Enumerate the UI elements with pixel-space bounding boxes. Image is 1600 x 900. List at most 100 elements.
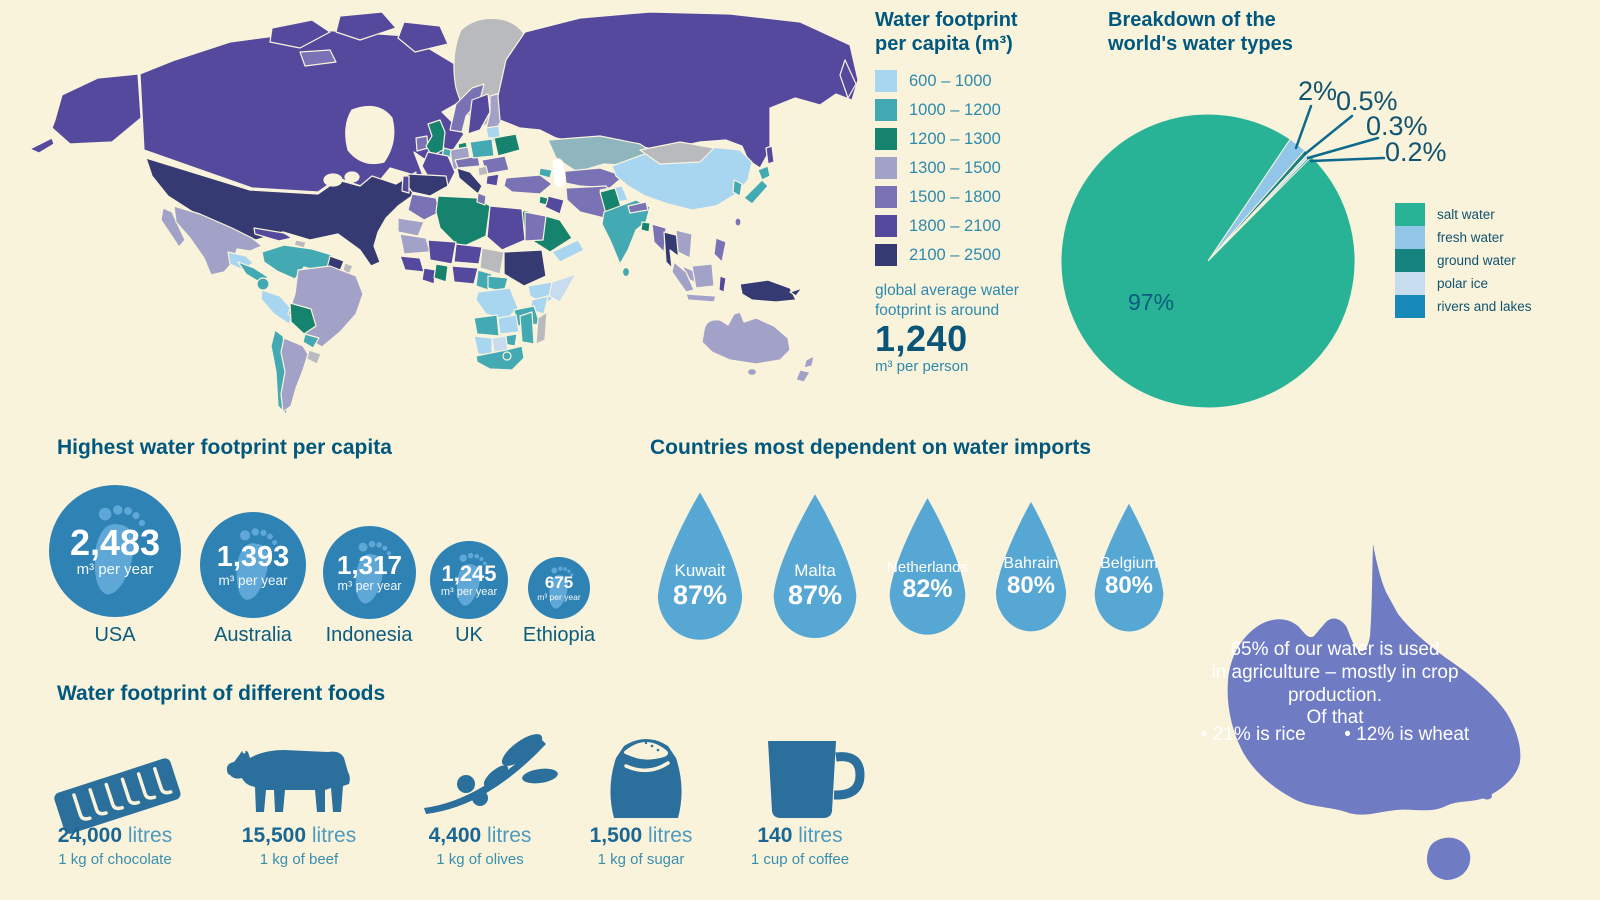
import-percent: 87% [672, 579, 728, 610]
global-average-unit: m³ per person [875, 358, 969, 375]
footprint-circle-usa: 2,483 m³ per year [49, 485, 181, 617]
footprint-value: 2,483 [69, 521, 161, 563]
australia-bullets: • 21% is rice • 12% is wheat [1165, 723, 1505, 746]
footprint-country-label: USA [94, 624, 136, 646]
footprint-circle-ethiopia: 675 m³ per year [528, 557, 590, 619]
pie-legend-label: polar ice [1437, 276, 1489, 291]
map-legend: Water footprint per capita (m³) [875, 8, 1085, 56]
pie-legend-label: ground water [1437, 253, 1516, 268]
pie-legend-swatch [1395, 249, 1425, 272]
import-drop-netherlands: Netherlands 82% [879, 493, 976, 647]
legend-range-label: 1200 – 1300 [909, 129, 1001, 148]
footprint-unit: m³ per year [440, 585, 498, 598]
food-caption-chocolate: 24,000 litres 1 kg of chocolate [5, 824, 225, 868]
legend-swatch [875, 99, 897, 121]
food-caption-olives: 4,400 litres 1 kg of olives [370, 824, 590, 868]
legend-row: 1500 – 1800 [875, 186, 1001, 208]
footprint-unit: m³ per year [537, 591, 581, 602]
food-desc: 1 kg of beef [259, 851, 339, 868]
foods-section-title: Water footprint of different foods [57, 682, 386, 705]
footprint-country-label: Ethiopia [522, 624, 596, 646]
legend-row: 1800 – 2100 [875, 215, 1001, 237]
food-unit: litres [798, 824, 843, 847]
import-drop-bahrain: Bahrain 80% [986, 497, 1076, 643]
map-legend-title-line1: Water footprint [875, 9, 1018, 31]
footprint-unit: m³ per year [76, 561, 154, 579]
food-value: 140 [757, 824, 793, 847]
legend-swatch [875, 157, 897, 179]
food-desc: 1 kg of sugar [597, 851, 685, 868]
continent-africa [397, 192, 577, 371]
global-average-value: 1,240 [875, 318, 968, 359]
food-unit: litres [648, 824, 693, 847]
pie-legend-row: salt water [1395, 203, 1532, 226]
imports-section-title: Countries most dependent on water import… [650, 436, 1092, 459]
legend-row: 1000 – 1200 [875, 99, 1001, 121]
legend-swatch [875, 186, 897, 208]
footprint-value: 675 [544, 573, 574, 593]
australia-line1: 65% of our water is used [1230, 639, 1440, 660]
pie-title-line1: Breakdown of the [1108, 9, 1276, 31]
australia-bullet-wheat: • 12% is wheat [1344, 724, 1470, 745]
sugar-sack-icon [610, 739, 682, 818]
map-legend-title: Water footprint per capita (m³) [875, 8, 1085, 56]
legend-range-label: 1000 – 1200 [909, 100, 1001, 119]
import-country: Malta [794, 561, 836, 580]
legend-swatch [875, 70, 897, 92]
pie-legend-row: ground water [1395, 249, 1532, 272]
legend-swatch [875, 128, 897, 150]
footprint-circle-australia: 1,393 m³ per year [200, 512, 306, 618]
import-percent: 82% [902, 575, 953, 604]
footprint-unit: m³ per year [337, 579, 402, 594]
import-country: Bahrain [1003, 555, 1059, 572]
australia-fact-text: 65% of our water is used in agriculture … [1165, 638, 1505, 707]
legend-range-label: 1500 – 1800 [909, 187, 1001, 206]
footprint-value: 1,393 [216, 541, 290, 574]
food-value: 15,500 [241, 824, 307, 847]
food-value: 24,000 [57, 824, 123, 847]
global-average-note: global average water footprint is around [875, 281, 1019, 321]
australia-of-that: Of that [1306, 707, 1364, 728]
legend-row: 2100 – 2500 [875, 244, 1001, 266]
food-unit: litres [487, 824, 532, 847]
australia-line2: in agriculture – mostly in crop [1211, 662, 1459, 683]
note-line2: footprint is around [875, 302, 1000, 319]
food-unit: litres [311, 824, 357, 847]
pie-leader-lines [1294, 104, 1386, 163]
pie-legend-label: fresh water [1437, 230, 1504, 245]
food-caption-coffee: 140 litres 1 cup of coffee [690, 824, 910, 868]
water-types-pie-chart [1060, 104, 1386, 409]
food-caption-beef: 15,500 litres 1 kg of beef [189, 824, 409, 868]
footprint-country-label: Australia [214, 624, 292, 646]
import-percent: 80% [1006, 572, 1056, 600]
pie-legend-row: fresh water [1395, 226, 1532, 249]
legend-range-label: 2100 – 2500 [909, 245, 1001, 264]
footprint-section-title: Highest water footprint per capita [57, 436, 392, 459]
food-desc: 1 kg of chocolate [58, 851, 172, 868]
legend-range-label: 600 – 1000 [909, 71, 992, 90]
footprint-value: 1,317 [336, 549, 403, 580]
pie-legend-row: rivers and lakes [1395, 295, 1532, 318]
continent-south-america [256, 244, 364, 415]
import-percent: 80% [1104, 572, 1154, 600]
footprint-country-label: Indonesia [325, 624, 413, 646]
import-country: Netherlands [887, 559, 968, 576]
continent-europe [401, 83, 553, 197]
food-value: 1,500 [589, 824, 643, 847]
footprint-unit: m³ per year [218, 572, 288, 588]
footprint-country-label: UK [455, 624, 483, 646]
australia-line3: production. [1287, 685, 1382, 706]
pie-title: Breakdown of the world's water types [1108, 8, 1293, 56]
footprint-circle-indonesia: 1,317 m³ per year [323, 526, 416, 619]
legend-swatch [875, 244, 897, 266]
pie-callout-polar: 0.3% [1366, 111, 1428, 141]
import-drop-kuwait: Kuwait 87% [646, 487, 754, 653]
chocolate-icon [54, 758, 181, 834]
coffee-mug-icon [768, 741, 865, 818]
import-drop-belgium: Belgium 80% [1085, 499, 1173, 643]
pie-label-salt: 97% [1128, 289, 1175, 315]
note-line1: global average water [875, 282, 1019, 299]
region-oceania [701, 311, 815, 383]
pie-title-line2: world's water types [1108, 33, 1293, 55]
import-percent: 87% [787, 579, 843, 610]
